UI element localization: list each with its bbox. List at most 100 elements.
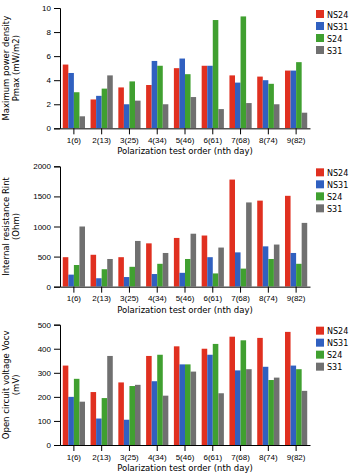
x-tick: 4(34) [148, 128, 167, 145]
bar [179, 364, 185, 445]
y-tick: 100 [38, 417, 60, 426]
y-axis-title-line: (mV) [11, 374, 21, 395]
y-axis-title: Maximum power densityPmax (mW/m2) [1, 16, 21, 121]
bar [302, 223, 308, 287]
x-tick-mark [73, 287, 74, 293]
legend-item: NS24 [316, 10, 348, 20]
x-tick-label: 9(82) [287, 453, 306, 462]
bar [107, 75, 113, 128]
bar [274, 378, 280, 445]
bar [235, 370, 241, 445]
bar [179, 273, 185, 287]
x-tick: 8(74) [259, 445, 278, 462]
legend-item: S31 [316, 363, 342, 373]
x-tick: 9(82) [287, 287, 306, 304]
bar [296, 62, 302, 128]
bar [191, 97, 197, 128]
x-axis-title: Polarization test order (nth day) [117, 463, 253, 473]
bar [229, 180, 235, 287]
bar [146, 85, 152, 128]
bar [79, 116, 85, 128]
x-tick-label: 9(82) [287, 136, 306, 145]
x-tick: 3(25) [120, 287, 139, 304]
bar [174, 68, 180, 128]
legend: NS24NS31S24S31 [316, 168, 348, 214]
bar [146, 243, 152, 286]
x-tick: 8(74) [259, 287, 278, 304]
x-tick-mark [212, 287, 213, 293]
x-tick-mark [129, 128, 130, 134]
y-tick-label: 10 [42, 4, 51, 13]
legend-swatch [316, 22, 324, 30]
y-axis: 0500100015002000 [33, 162, 60, 291]
legend-label: S24 [327, 351, 342, 360]
y-tick-mark [54, 166, 60, 167]
y-axis-line [54, 325, 61, 445]
x-tick: 6(61) [203, 445, 222, 462]
bar-series [74, 259, 302, 287]
y-tick-label: 8 [47, 28, 52, 37]
legend-swatch [316, 351, 324, 359]
legend-item: NS31 [316, 22, 348, 32]
x-axis: 1(6)2(13)3(25)4(34)5(46)6(61)7(68)8(74)9… [61, 445, 311, 462]
x-tick-mark [296, 445, 297, 451]
y-tick-label: 6 [47, 52, 52, 61]
y-tick-mark [54, 257, 60, 258]
bar [257, 338, 263, 445]
y-tick-label: 500 [38, 253, 52, 262]
legend-label: NS31 [327, 181, 348, 190]
bar-series [74, 340, 302, 445]
bar-series [68, 355, 296, 445]
legend-label: S24 [327, 193, 342, 202]
bar [79, 402, 85, 445]
bar-series [63, 65, 291, 129]
y-tick-label: 300 [38, 369, 52, 378]
y-tick-mark [54, 80, 60, 81]
bar [63, 366, 69, 445]
legend-swatch [316, 363, 324, 371]
bar [63, 65, 69, 129]
legend-item: S31 [316, 204, 342, 214]
legend-label: S31 [327, 363, 342, 372]
bar [129, 81, 135, 128]
y-tick: 300 [38, 369, 60, 378]
bar [296, 369, 302, 445]
legend-item: S31 [316, 46, 342, 56]
y-tick-label: 2000 [33, 162, 51, 171]
x-tick: 5(46) [176, 445, 195, 462]
x-tick-mark [185, 128, 186, 134]
x-tick: 1(6) [67, 445, 82, 462]
x-tick-label: 2(13) [92, 453, 111, 462]
x-tick: 5(46) [176, 128, 195, 145]
y-tick: 500 [38, 321, 60, 330]
legend-swatch [316, 204, 324, 212]
bar [174, 346, 180, 445]
y-tick: 400 [38, 345, 60, 354]
y-tick-label: 500 [38, 321, 52, 330]
bar [118, 382, 124, 445]
bar [213, 273, 219, 286]
bar [146, 356, 152, 445]
x-tick-mark [101, 287, 102, 293]
legend-label: NS31 [327, 339, 348, 348]
x-tick-label: 2(13) [92, 294, 111, 303]
x-tick-mark [212, 445, 213, 451]
x-tick-mark [185, 445, 186, 451]
x-tick-mark [240, 287, 241, 293]
bar [185, 364, 191, 445]
x-tick-mark [129, 445, 130, 451]
y-axis-title-line: Open circuit voltage Vocv [1, 330, 11, 439]
x-tick-label: 1(6) [67, 294, 82, 303]
bar [74, 379, 80, 445]
x-tick-mark [212, 128, 213, 134]
x-tick: 9(82) [287, 128, 306, 145]
y-tick: 200 [38, 393, 60, 402]
bar [74, 92, 80, 128]
x-tick: 2(13) [92, 445, 111, 462]
bar [302, 113, 308, 129]
x-tick-mark [296, 128, 297, 134]
x-tick: 6(61) [203, 287, 222, 304]
y-tick: 8 [47, 28, 60, 37]
bar [124, 104, 130, 128]
bar [68, 73, 74, 128]
